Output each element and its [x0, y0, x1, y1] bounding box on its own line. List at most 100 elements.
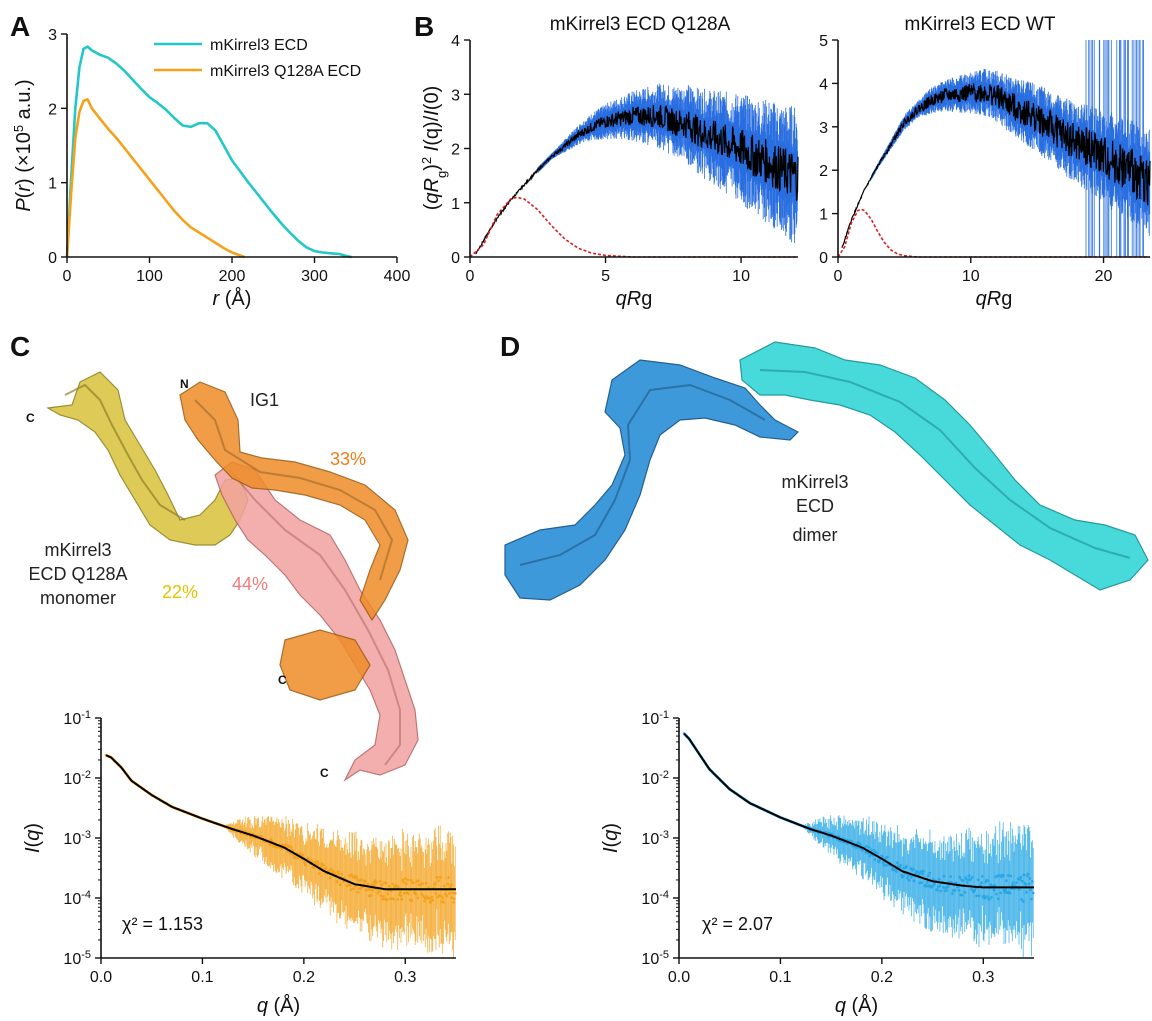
x-tick-label: 200: [219, 268, 246, 285]
percent-yellow: 22%: [162, 582, 198, 602]
x-tick-label: 0.3: [394, 969, 416, 986]
guinier-reference-line: [837, 208, 1150, 258]
x-tick-label: 10: [732, 268, 750, 285]
y-tick-label: 10-5: [641, 949, 669, 968]
kratky-q128a-marks: [469, 83, 799, 258]
cyan-protomer-shape: [739, 341, 1149, 591]
saxs-monomer-axes: 0.0 0.1 0.2 0.3 10-5 10-4 10-3 10-2 10-1: [63, 709, 456, 986]
saxs-dimer-chi-annotation: χ² = 2.07: [702, 914, 773, 934]
saxs-monomer-x-axis-label: q (Å): [257, 994, 300, 1017]
x-tick-label: 0.1: [191, 969, 213, 986]
dimer-label-line-2: ECD: [796, 496, 834, 516]
kratky-q128a-chart: mKirrel3 ECD Q128A 0 5 10 0 1 2 3 4 qRg (qRg)2 …: [419, 14, 799, 310]
saxs-monomer-chart: 0.0 0.1 0.2 0.3 10-5 10-4 10-3 10-2 10-1 χ² = 1.…: [22, 709, 457, 1017]
kratky-y-axis-label: (qRg)2 I(q)/I(0): [419, 86, 449, 211]
y-tick-label: 10-5: [63, 949, 91, 968]
monomer-structure-illustration: C N IG1 C C 33% 44% 22% mKirrel3 ECD Q12…: [26, 371, 419, 782]
x-tick-label: 0: [466, 268, 475, 285]
x-tick-label: 400: [384, 268, 411, 285]
x-tick-label: 0.2: [293, 969, 315, 986]
x-tick-label: 0: [63, 268, 72, 285]
monomer-label-line-1: mKirrel3: [44, 540, 111, 560]
kratky-wt-title: mKirrel3 ECD WT: [905, 14, 1056, 35]
saxs-dimer-axes: 0.0 0.1 0.2 0.3 10-5 10-4 10-3 10-2 10-1: [641, 709, 1034, 986]
pink-domains-shape: [214, 461, 419, 782]
saxs-monomer-y-axis-label: I(q): [22, 823, 44, 853]
panel-letter-b: B: [414, 11, 434, 42]
saxs-monomer-chi-annotation: χ² = 1.153: [122, 914, 203, 934]
kratky-q128a-title: mKirrel3 ECD Q128A: [550, 14, 731, 35]
y-tick-label: 3: [48, 27, 57, 44]
kratky-wt-chart: mKirrel3 ECD WT 0 10 20 0 1 2 3 4 5 qRg: [819, 14, 1151, 310]
y-tick-label: 0: [48, 250, 57, 267]
y-tick-label: 10-3: [641, 829, 669, 848]
y-tick-label: 10-4: [63, 889, 91, 908]
y-tick-label: 5: [819, 33, 828, 50]
dimer-structure-illustration: mKirrel3 ECD dimer: [504, 341, 1149, 601]
guinier-reference-line: [469, 196, 796, 258]
kratky-q128a-x-axis-label: qRg: [616, 288, 653, 310]
y-tick-label: 0: [451, 250, 460, 267]
n-terminus-label: N: [180, 377, 189, 391]
blue-protomer-shape: [504, 359, 800, 601]
y-tick-label: 10-2: [641, 769, 669, 788]
saxs-dimer-marks: [682, 732, 1035, 958]
saxs-dimer-x-axis-label: q (Å): [835, 994, 878, 1017]
pr-legend-q128a-label: mKirrel3 Q128A ECD: [210, 63, 361, 80]
panel-letter-a: A: [10, 11, 30, 42]
pr-y-axis-label: P(r) (×105 a.u.): [11, 79, 36, 211]
pr-distribution-chart: 0 100 200 300 400 0 1 2 3 mKirrel3 ECD mKirrel3 …: [11, 27, 411, 310]
x-tick-label: 20: [1095, 268, 1113, 285]
pr-axes: 0 100 200 300 400 0 1 2 3: [48, 27, 410, 285]
saxs-monomer-marks: [104, 753, 457, 958]
saxs-data-point: [453, 891, 457, 895]
x-tick-label: 0.1: [769, 969, 791, 986]
c-terminus-label-2: C: [278, 673, 287, 687]
x-tick-label: 300: [301, 268, 328, 285]
x-tick-label: 100: [136, 268, 163, 285]
kratky-data-line: [475, 104, 799, 255]
panel-letter-c: C: [10, 331, 30, 362]
y-tick-label: 1: [819, 207, 828, 224]
panel-letter-d: D: [500, 331, 520, 362]
monomer-label-line-3: monomer: [40, 588, 116, 608]
kratky-wt-axes: 0 10 20 0 1 2 3 4 5: [819, 33, 1150, 285]
x-tick-label: 0: [834, 268, 843, 285]
percent-pink: 44%: [232, 574, 268, 594]
dimer-label-line-3: dimer: [792, 525, 837, 545]
y-tick-label: 2: [819, 163, 828, 180]
pr-legend-wt-label: mKirrel3 ECD: [210, 37, 308, 54]
ig1-domain-label: IG1: [250, 390, 279, 410]
y-tick-label: 10-1: [63, 709, 91, 728]
c-terminus-label-1: C: [26, 411, 35, 425]
saxs-fit-line: [683, 732, 1034, 889]
percent-orange: 33%: [330, 449, 366, 469]
x-tick-label: 0.2: [871, 969, 893, 986]
pr-series-marks: [65, 45, 352, 259]
y-tick-label: 2: [48, 101, 57, 118]
y-tick-label: 2: [451, 142, 460, 159]
wt-pr-line: [65, 45, 352, 259]
y-tick-label: 10-1: [641, 709, 669, 728]
x-tick-label: 5: [601, 268, 610, 285]
kratky-data-line: [841, 83, 1151, 248]
c-terminus-label-3: C: [320, 766, 329, 780]
y-tick-label: 10-2: [63, 769, 91, 788]
monomer-label-line-2: ECD Q128A: [28, 564, 127, 584]
y-tick-label: 0: [819, 250, 828, 267]
q128a-pr-line: [65, 98, 245, 259]
y-tick-label: 1: [451, 196, 460, 213]
y-tick-label: 4: [451, 33, 460, 50]
x-tick-label: 0.3: [972, 969, 994, 986]
saxs-dimer-y-axis-label: I(q): [600, 823, 622, 853]
x-tick-label: 10: [962, 268, 980, 285]
orange-domains-shape: [179, 381, 409, 701]
pr-x-axis-label: r (Å): [213, 287, 252, 310]
y-tick-label: 10-3: [63, 829, 91, 848]
kratky-wt-x-axis-label: qRg: [976, 288, 1013, 310]
y-tick-label: 10-4: [641, 889, 669, 908]
saxs-data-point: [1031, 891, 1035, 895]
kratky-q128a-axes: 0 5 10 0 1 2 3 4: [451, 33, 798, 285]
kratky-wt-marks: [837, 40, 1151, 258]
